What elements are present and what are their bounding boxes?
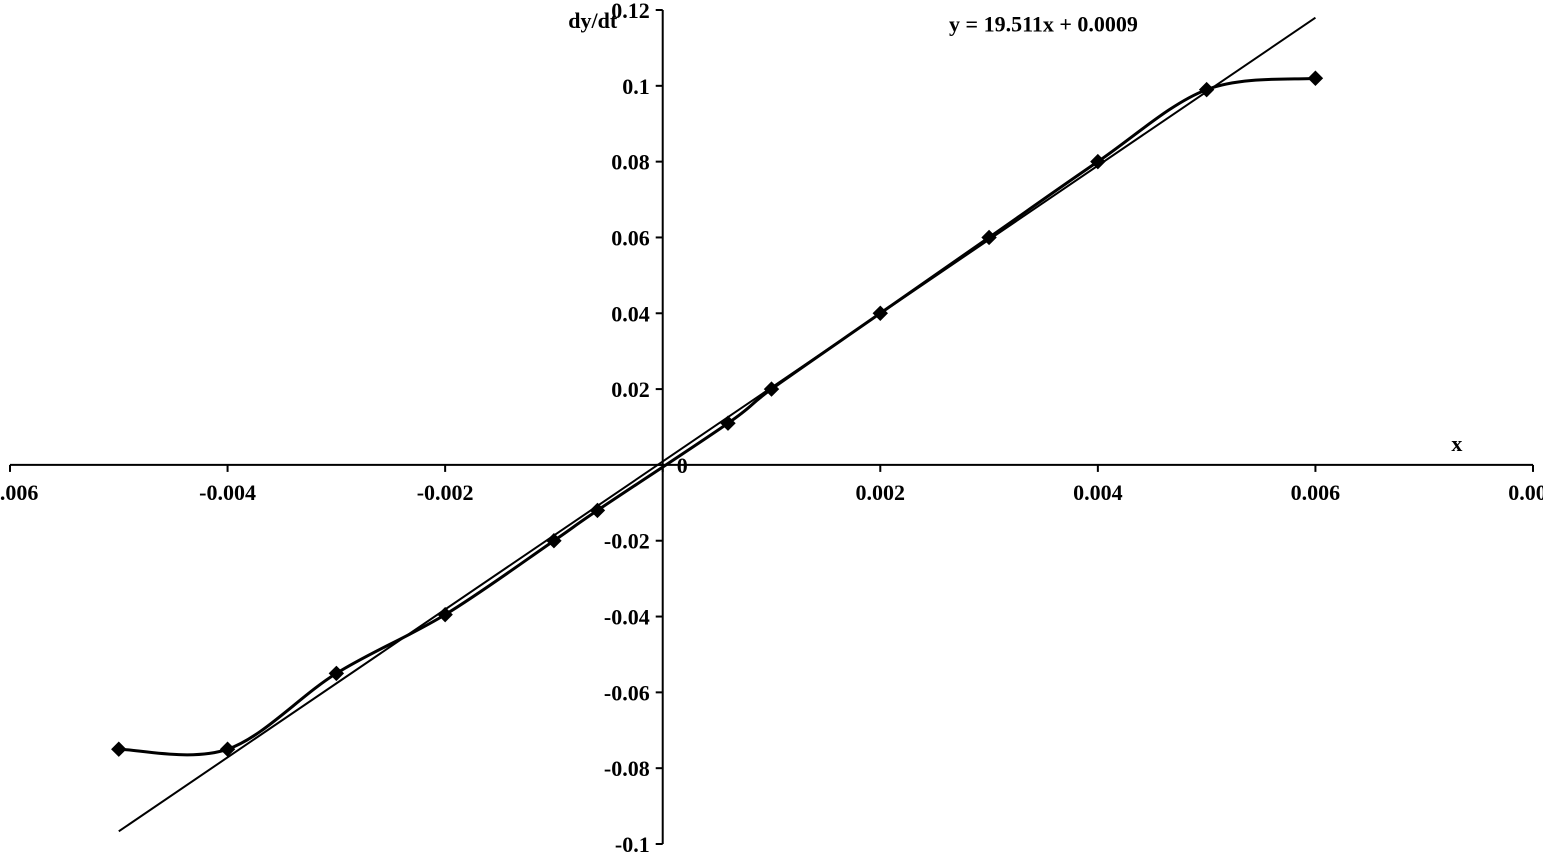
x-tick-label: -0.006 — [0, 480, 38, 505]
y-tick-label: 0.02 — [611, 377, 650, 402]
y-tick-label: -0.08 — [604, 756, 650, 781]
chart-svg: -0.006 -0.004 -0.002 0.002 0.004 0.006 0.008 x -… — [0, 0, 1543, 854]
y-tick-label: 0.04 — [611, 301, 650, 326]
y-tick-label: 0 — [677, 453, 688, 478]
x-tick-label: 0.006 — [1291, 480, 1341, 505]
chart-background — [0, 0, 1543, 854]
y-tick-label: -0.1 — [615, 832, 650, 854]
x-axis-label: x — [1451, 431, 1462, 456]
y-tick-label: -0.04 — [604, 605, 650, 630]
equation-text: y = 19.511x + 0.0009 — [949, 11, 1138, 36]
x-tick-label: -0.004 — [199, 480, 256, 505]
y-axis-label: dy/dt — [568, 8, 618, 33]
x-tick-label: -0.002 — [417, 480, 474, 505]
y-tick-label: -0.02 — [604, 529, 650, 554]
chart-container: -0.006 -0.004 -0.002 0.002 0.004 0.006 0.008 x -… — [0, 0, 1543, 854]
y-tick-label: -0.06 — [604, 680, 650, 705]
y-tick-label: 0.1 — [622, 74, 650, 99]
x-tick-label: 0.008 — [1508, 480, 1543, 505]
x-tick-label: 0.002 — [856, 480, 906, 505]
y-tick-label: 0.08 — [611, 150, 650, 175]
x-tick-label: 0.004 — [1073, 480, 1123, 505]
y-tick-label: 0.06 — [611, 225, 650, 250]
